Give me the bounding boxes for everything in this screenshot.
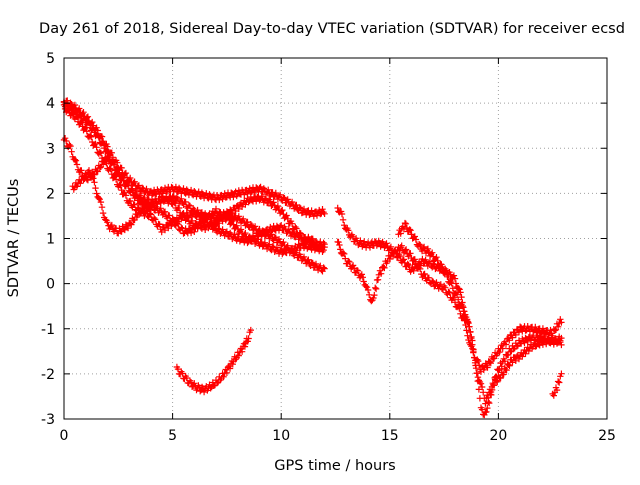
data-point-markers	[173, 326, 254, 396]
data-point-markers	[334, 238, 565, 407]
x-axis-label: GPS time / hours	[274, 458, 395, 474]
chart-title: Day 261 of 2018, Sidereal Day-to-day VTE…	[39, 21, 625, 37]
grid-layer	[64, 58, 607, 419]
series-track-f	[173, 326, 254, 396]
y-tick-label: 4	[46, 96, 55, 112]
y-tick-label: 5	[46, 51, 55, 67]
x-tick-label: 15	[381, 428, 399, 444]
data-point-markers	[549, 370, 565, 399]
x-tick-label: 5	[168, 428, 177, 444]
y-axis-label: SDTVAR / TECUs	[6, 179, 22, 298]
series-track-j	[549, 370, 565, 399]
x-tick-label: 10	[272, 428, 290, 444]
y-tick-label: 3	[46, 141, 55, 157]
y-tick-label: -2	[41, 367, 55, 383]
data-point-markers	[69, 167, 317, 247]
series-track-i	[395, 219, 565, 419]
x-tick-label: 0	[60, 428, 69, 444]
series-track-e	[69, 167, 317, 247]
data-point-markers	[334, 204, 565, 375]
series-track-h	[334, 238, 565, 407]
y-tick-label: -3	[41, 412, 55, 428]
y-tick-label: 0	[46, 277, 55, 293]
data-point-markers	[395, 219, 565, 419]
y-tick-label: 2	[46, 186, 55, 202]
x-tick-label: 20	[489, 428, 507, 444]
tick-layer: 0 5 10 15 20 25 -3 -2 -1 0 1 2 3 4 5	[41, 51, 616, 444]
y-tick-label: -1	[41, 322, 55, 338]
x-tick-label: 25	[598, 428, 616, 444]
series-track-g	[334, 204, 565, 375]
y-tick-label: 1	[46, 232, 55, 248]
